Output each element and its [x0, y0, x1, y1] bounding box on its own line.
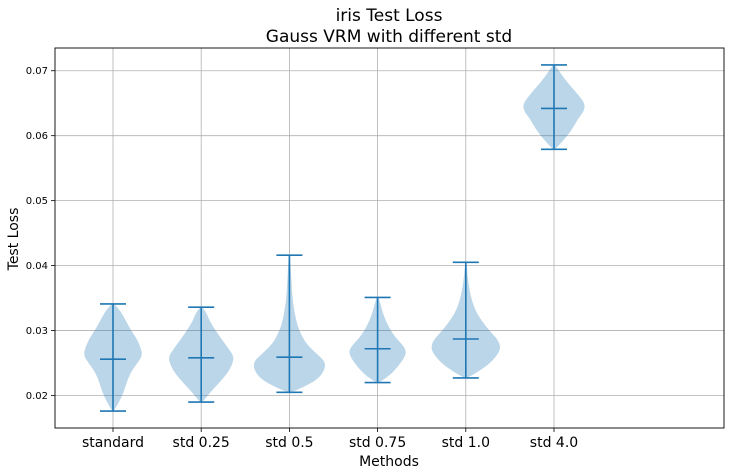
y-axis-label: Test Loss: [6, 208, 22, 272]
x-tick-label: std 4.0: [530, 435, 578, 451]
chart-title-line1: iris Test Loss: [336, 6, 443, 26]
x-tick-label: standard: [82, 435, 144, 451]
chart-title-line2: Gauss VRM with different std: [266, 27, 512, 47]
y-tick-label: 0.07: [26, 66, 48, 77]
x-tick-label: std 0.75: [349, 435, 406, 451]
x-tick-label: std 0.5: [265, 435, 313, 451]
y-tick-label: 0.04: [26, 261, 48, 272]
y-tick-label: 0.03: [26, 326, 48, 337]
y-tick-label: 0.02: [26, 391, 48, 402]
x-tick-label: std 0.25: [173, 435, 230, 451]
y-tick-label: 0.05: [26, 196, 48, 207]
x-tick-label: std 1.0: [442, 435, 490, 451]
plot-frame: [54, 47, 725, 429]
plot-area: 0.02 0.03 0.04 0.05 0.06 0.07 standard std 0.25…: [26, 47, 725, 451]
y-tick-label: 0.06: [26, 131, 48, 142]
x-axis-label: Methods: [359, 454, 419, 470]
